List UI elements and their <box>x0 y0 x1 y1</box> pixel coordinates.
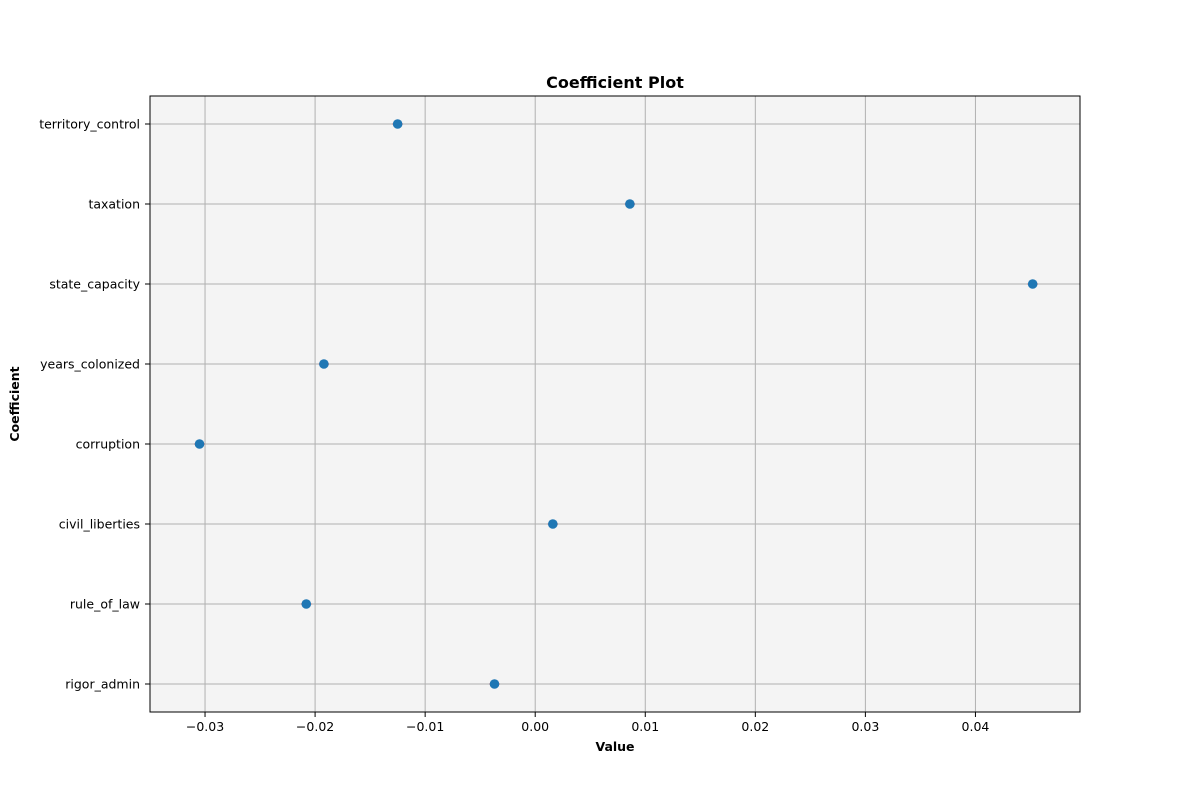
coefficient-point <box>301 599 312 609</box>
grid-layer <box>150 96 1080 712</box>
y-tick-label: corruption <box>76 437 140 452</box>
coefficient-point <box>194 439 205 449</box>
y-tick-label: state_capacity <box>49 277 140 292</box>
coefficient-point <box>625 199 635 209</box>
y-tick-label: rule_of_law <box>70 597 140 612</box>
x-tick-label: −0.01 <box>406 719 444 734</box>
x-tick-label: 0.00 <box>521 719 549 734</box>
coefficient-point <box>489 679 500 689</box>
tick-layer: −0.03 −0.02 −0.01 0.00 0.01 0.02 0.03 0.04 rigor… <box>39 117 989 735</box>
y-tick-label: taxation <box>88 197 140 212</box>
coefficient-point <box>1027 279 1038 289</box>
coefficient-point <box>548 519 558 529</box>
coefficient-point <box>319 359 329 369</box>
plot-frame <box>149 95 1081 713</box>
x-tick-label: 0.04 <box>962 719 990 734</box>
x-axis-label: Value <box>595 739 634 754</box>
x-tick-label: 0.02 <box>741 719 769 734</box>
y-tick-label: territory_control <box>39 117 140 132</box>
x-tick-label: −0.03 <box>186 719 224 734</box>
chart-title: Coefficient Plot <box>546 73 684 92</box>
x-tick-label: 0.03 <box>851 719 879 734</box>
y-tick-label: rigor_admin <box>65 677 140 692</box>
x-tick-label: −0.02 <box>296 719 334 734</box>
y-axis-label: Coefficient <box>7 366 22 441</box>
plot-area <box>150 96 1080 712</box>
coefficient-point <box>392 119 403 129</box>
marks-layer <box>194 119 1038 689</box>
y-tick-label: years_colonized <box>40 357 140 372</box>
y-tick-label: civil_liberties <box>59 517 140 532</box>
x-tick-label: 0.01 <box>631 719 659 734</box>
